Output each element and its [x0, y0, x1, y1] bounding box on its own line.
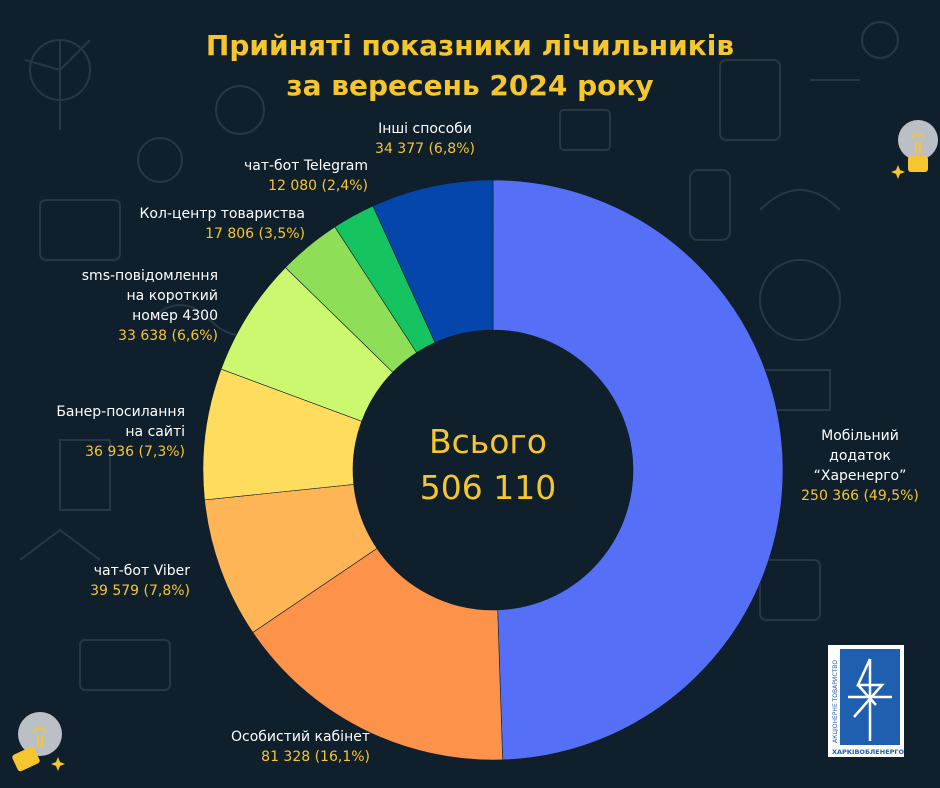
- slice-label-4: sms-повідомлення на короткий номер 4300 33 …: [20, 266, 218, 346]
- total-label: Всього: [429, 422, 547, 461]
- slice-value: 17 806 (3,5%): [205, 226, 305, 242]
- slice-label-3: Банер-посилання на сайті 36 936 (7,3%): [20, 402, 185, 462]
- slice-value: 81 328 (16,1%): [261, 749, 370, 765]
- slice-label-line: додаток: [829, 448, 891, 464]
- donut-hole: [353, 330, 633, 610]
- slice-label-line: Мобільний: [821, 428, 899, 444]
- total-value: 506 110: [419, 468, 557, 507]
- slice-label-line: Кол-центр товариства: [139, 206, 305, 222]
- slice-label-line: Банер-посилання: [56, 404, 185, 420]
- lightbulb-icon: [891, 120, 938, 179]
- slice-label-line: Інші способи: [378, 121, 472, 137]
- slice-label-0: Мобільний додаток “Харенерго” 250 366 (49,5…: [790, 426, 930, 506]
- slice-label-line: чат-бот Viber: [93, 563, 190, 579]
- lightbulb-icon: [12, 712, 65, 772]
- slice-label-line: чат-бот Telegram: [243, 158, 368, 174]
- slice-label-5: Кол-центр товариства 17 806 (3,5%): [90, 204, 305, 244]
- slice-label-line: Особистий кабінет: [231, 729, 370, 745]
- slice-label-2: чат-бот Viber 39 579 (7,8%): [40, 561, 190, 601]
- slice-label-1: Особистий кабінет 81 328 (16,1%): [170, 727, 370, 767]
- slice-label-6: чат-бот Telegram 12 080 (2,4%): [200, 156, 368, 196]
- company-logo: АКЦІОНЕРНЕ ТОВАРИСТВО ХАРКІВОБЛЕНЕРГО: [828, 645, 904, 757]
- slice-label-line: номер 4300: [132, 308, 218, 324]
- slice-value: 33 638 (6,6%): [118, 328, 218, 344]
- slice-value: 250 366 (49,5%): [801, 488, 919, 504]
- chart-title-line-1: Прийняті показники лічильників: [205, 29, 735, 62]
- slice-value: 39 579 (7,8%): [90, 583, 190, 599]
- chart-title-line-2: за вересень 2024 року: [286, 69, 654, 102]
- slice-value: 12 080 (2,4%): [268, 178, 368, 194]
- logo-text-2: ХАРКІВОБЛЕНЕРГО: [832, 748, 904, 756]
- slice-label-line: sms-повідомлення: [81, 268, 218, 284]
- slice-label-line: на короткий: [126, 288, 218, 304]
- slice-value: 34 377 (6,8%): [375, 141, 475, 157]
- slice-label-line: “Харенерго”: [813, 468, 907, 484]
- slice-value: 36 936 (7,3%): [85, 444, 185, 460]
- slice-label-7: Інші способи 34 377 (6,8%): [355, 119, 495, 159]
- logo-text-1: АКЦІОНЕРНЕ ТОВАРИСТВО: [832, 660, 839, 743]
- slice-label-line: на сайті: [125, 424, 185, 440]
